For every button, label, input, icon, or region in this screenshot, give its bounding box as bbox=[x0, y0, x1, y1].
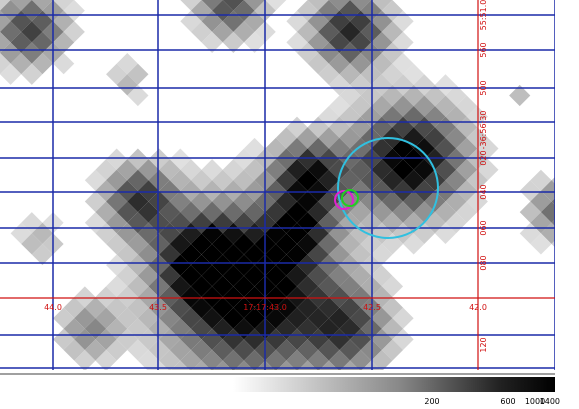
dec-label: 080 bbox=[479, 255, 488, 270]
dec-label: 560 bbox=[479, 42, 488, 57]
pixel bbox=[137, 350, 160, 370]
pixel bbox=[562, 223, 579, 244]
ra-label: 42.0 bbox=[469, 303, 487, 312]
colorbar-label: 1400 bbox=[540, 397, 560, 406]
colorbar-label: 600 bbox=[500, 397, 515, 406]
colorbar-label: 1000 bbox=[525, 397, 545, 406]
pixel bbox=[137, 180, 160, 202]
pixel bbox=[286, 328, 308, 351]
dec-label: 120 bbox=[479, 337, 488, 352]
pixel bbox=[530, 233, 552, 255]
ra-label: 17:17:43.0 bbox=[243, 303, 287, 312]
pixel bbox=[477, 137, 499, 160]
region-circle bbox=[341, 189, 359, 207]
pixel bbox=[286, 350, 308, 370]
pixel bbox=[148, 169, 170, 191]
coordinate-grid bbox=[0, 0, 555, 370]
dec-label: 060 bbox=[479, 220, 488, 235]
region-circle bbox=[334, 190, 354, 210]
pixel bbox=[201, 31, 223, 54]
ra-label: 44.0 bbox=[44, 303, 62, 312]
pixel bbox=[222, 180, 244, 202]
pixel bbox=[233, 169, 255, 191]
colorbar bbox=[0, 377, 555, 392]
pixel bbox=[562, 180, 579, 201]
ra-labels: 44.0 43.5 17:17:43.0 42.5 42.0 bbox=[44, 303, 487, 312]
pixel bbox=[286, 137, 308, 160]
pixel bbox=[137, 201, 160, 223]
pixel bbox=[286, 265, 308, 287]
dec-label: 020 bbox=[479, 150, 488, 165]
pixel bbox=[137, 159, 160, 181]
dec-label: -36:56:30 bbox=[479, 111, 488, 150]
pixel bbox=[562, 202, 579, 223]
pixel bbox=[222, 159, 244, 181]
dec-label: 500 bbox=[479, 80, 488, 95]
dec-label: 55:51.0 bbox=[479, 0, 488, 30]
pixel bbox=[509, 84, 531, 107]
sky-image bbox=[0, 0, 579, 370]
pixel bbox=[286, 307, 308, 329]
pixel bbox=[190, 169, 213, 191]
ra-label: 43.5 bbox=[149, 303, 167, 312]
colorbar-label: 200 bbox=[424, 397, 439, 406]
pixel bbox=[169, 169, 191, 191]
dec-label: 040 bbox=[479, 184, 488, 199]
pixel bbox=[286, 286, 308, 308]
region-circle bbox=[337, 137, 439, 239]
pixel bbox=[0, 53, 11, 75]
ra-label: 42.5 bbox=[363, 303, 381, 312]
pixel bbox=[222, 201, 244, 223]
